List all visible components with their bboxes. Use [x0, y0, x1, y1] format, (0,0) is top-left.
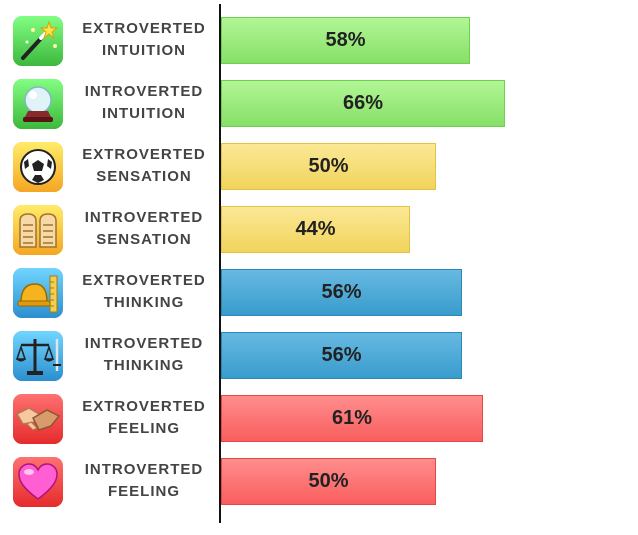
category-label-line: EXTROVERTED [82, 272, 206, 289]
data-label: 56% [321, 344, 362, 366]
category-label: INTROVERTED SENSATION [68, 206, 220, 252]
crystal-ball-icon [13, 79, 63, 129]
magic-wand-icon [13, 16, 63, 66]
category-label-line: INTUITION [102, 105, 186, 122]
bar: 44% [221, 206, 410, 253]
handshake-icon [13, 394, 63, 444]
chart-row: EXTROVERTED FEELING 61% [0, 390, 638, 446]
category-label-line: INTUITION [102, 42, 186, 59]
chart-row: EXTROVERTED THINKING 56% [0, 264, 638, 320]
data-label: 50% [308, 155, 349, 177]
chart-row: INTROVERTED FEELING 50% [0, 453, 638, 509]
category-label-line: SENSATION [96, 231, 192, 248]
data-label: 61% [331, 407, 373, 429]
bar: 66% [221, 80, 505, 127]
bar: 50% [221, 458, 436, 505]
data-label: 56% [321, 281, 362, 303]
heart-icon [13, 457, 63, 507]
chart-row: INTROVERTED SENSATION 44% [0, 201, 638, 257]
category-label: INTROVERTED THINKING [68, 332, 220, 378]
category-label-line: EXTROVERTED [82, 146, 206, 163]
category-label-line: INTROVERTED [84, 209, 204, 226]
bar: 61% [221, 395, 483, 442]
category-label: INTROVERTED INTUITION [68, 80, 220, 126]
soccer-ball-icon [13, 142, 63, 192]
bar: 56% [221, 269, 462, 316]
bar: 58% [221, 17, 470, 64]
category-label-line: FEELING [107, 420, 180, 437]
category-label: EXTROVERTED FEELING [68, 395, 220, 441]
category-label-line: INTROVERTED [84, 461, 204, 478]
category-label-line: SENSATION [96, 168, 192, 185]
data-label: 50% [308, 470, 349, 492]
data-label: 44% [295, 218, 336, 240]
category-label: EXTROVERTED INTUITION [68, 17, 220, 63]
scales-sword-icon [13, 331, 63, 381]
category-axis-line [219, 4, 221, 523]
category-label: INTROVERTED FEELING [68, 458, 220, 504]
category-label: EXTROVERTED SENSATION [68, 143, 220, 189]
category-label-line: THINKING [103, 357, 185, 374]
category-label-line: INTROVERTED [84, 335, 204, 352]
data-label: 58% [325, 29, 366, 51]
bar: 56% [221, 332, 462, 379]
data-label: 66% [342, 92, 384, 114]
category-label-line: FEELING [107, 483, 180, 500]
chart-row: EXTROVERTED INTUITION 58% [0, 12, 638, 68]
hard-hat-ruler-icon [13, 268, 63, 318]
category-label-line: EXTROVERTED [82, 20, 206, 37]
category-label-line: THINKING [103, 294, 185, 311]
category-label: EXTROVERTED THINKING [68, 269, 220, 315]
category-label-line: EXTROVERTED [82, 398, 206, 415]
chart-row: INTROVERTED INTUITION 66% [0, 75, 638, 131]
chart-row: EXTROVERTED SENSATION 50% [0, 138, 638, 194]
category-label-line: INTROVERTED [84, 83, 204, 100]
chart-row: INTROVERTED THINKING 56% [0, 327, 638, 383]
bar: 50% [221, 143, 436, 190]
stone-tablets-icon [13, 205, 63, 255]
